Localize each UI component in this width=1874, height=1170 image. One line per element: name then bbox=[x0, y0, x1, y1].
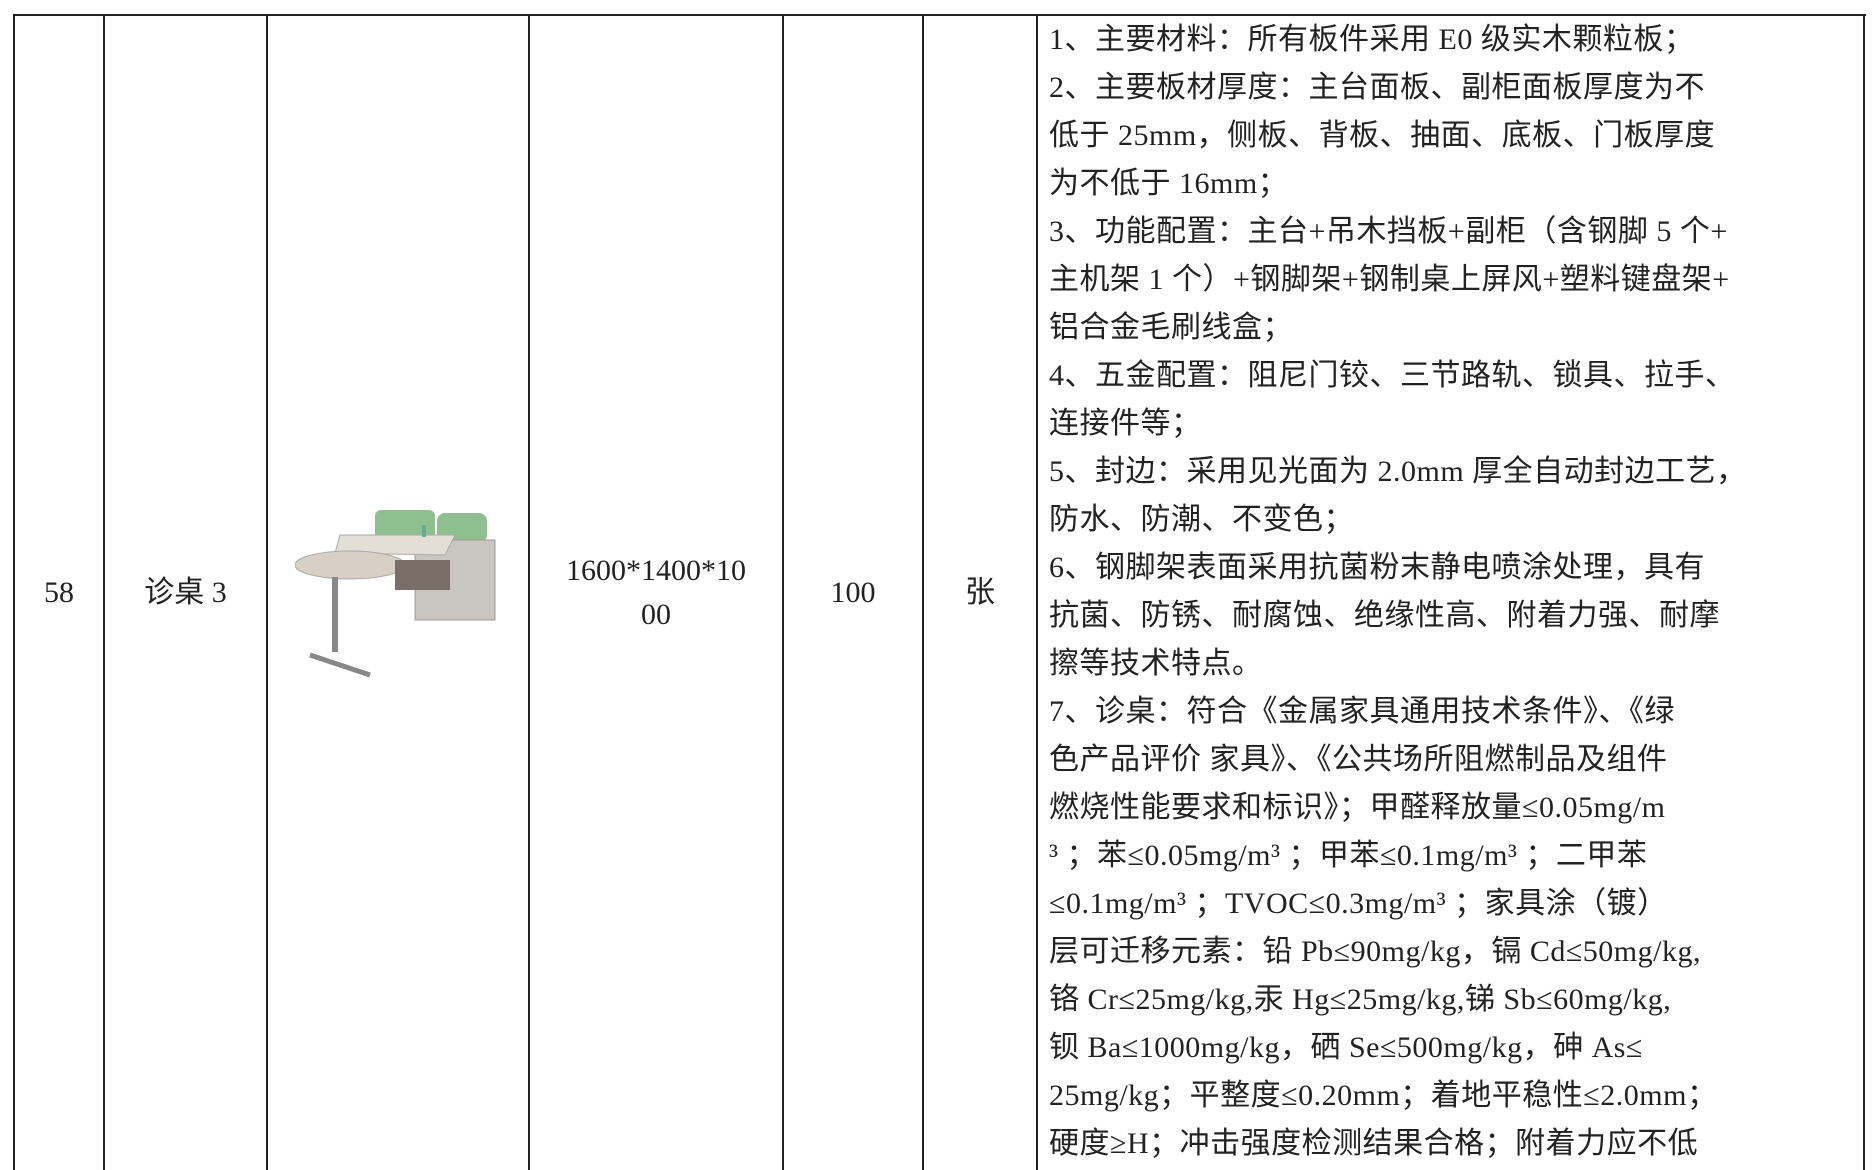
panel bbox=[395, 560, 450, 590]
description-line: 铬 Cr≤25mg/kg,汞 Hg≤25mg/kg,锑 Sb≤60mg/kg, bbox=[1049, 983, 1672, 1016]
description-line: 燃烧性能要求和标识》；甲醛释放量≤0.05mg/m bbox=[1049, 791, 1666, 824]
table-border bbox=[14, 14, 1866, 16]
description-line: 为不低于 16mm； bbox=[1049, 167, 1289, 200]
screen bbox=[375, 510, 435, 542]
description-line: 25mg/kg；平整度≤0.20mm；着地平稳性≤2.0mm； bbox=[1049, 1079, 1718, 1112]
product-image bbox=[295, 510, 496, 678]
table-border bbox=[266, 14, 268, 1170]
table-border bbox=[1036, 14, 1038, 1170]
description-line: 6、钢脚架表面采用抗菌粉末静电喷涂处理，具有 bbox=[1049, 551, 1705, 584]
desktop bbox=[295, 550, 406, 580]
description-line: 擦等技术特点。 bbox=[1049, 647, 1263, 680]
item-unit: 张 bbox=[965, 576, 995, 609]
description-line: 主机架 1 个）+钢脚架+钢制桌上屏风+塑料键盘架+ bbox=[1049, 263, 1730, 296]
table-border bbox=[782, 14, 784, 1170]
description-line: ³ ；苯≤0.05mg/m³ ；甲苯≤0.1mg/m³ ；二甲苯 bbox=[1049, 839, 1648, 872]
table-border bbox=[922, 14, 924, 1170]
size-line: 00 bbox=[641, 598, 671, 631]
description-line: 3、功能配置：主台+吊木挡板+副柜（含钢脚 5 个+ bbox=[1049, 215, 1728, 248]
description-line: 1、主要材料：所有板件采用 E0 级实木颗粒板； bbox=[1049, 23, 1695, 56]
table-border bbox=[528, 14, 530, 1170]
table-border bbox=[103, 14, 105, 1170]
description-line: 4、五金配置：阻尼门铰、三节路轨、锁具、拉手、 bbox=[1049, 359, 1736, 392]
desktop bbox=[334, 534, 456, 556]
size-line: 1600*1400*10 bbox=[566, 554, 746, 587]
description-line: 低于 25mm，侧板、背板、抽面、底板、门板厚度 bbox=[1049, 119, 1716, 152]
description-line: 抗菌、防锈、耐腐蚀、绝缘性高、附着力强、耐摩 bbox=[1049, 599, 1720, 632]
description-line: 钡 Ba≤1000mg/kg，硒 Se≤500mg/kg，砷 As≤ bbox=[1049, 1031, 1643, 1064]
description-line: 2、主要板材厚度：主台面板、副柜面板厚度为不 bbox=[1049, 71, 1705, 104]
description-line: 色产品评价 家具》、《公共场所阻燃制品及组件 bbox=[1049, 743, 1668, 776]
item-size: 1600*1400*10 00 bbox=[530, 549, 782, 637]
table-border bbox=[13, 14, 15, 1170]
description-line: 7、诊桌：符合《金属家具通用技术条件》、《绿 bbox=[1049, 695, 1675, 728]
item-number: 58 bbox=[44, 576, 74, 609]
description-line: ≤0.1mg/m³ ；TVOC≤0.3mg/m³ ；家具涂（镀） bbox=[1049, 887, 1668, 920]
item-quantity: 100 bbox=[830, 576, 876, 609]
item-name: 诊桌 3 bbox=[144, 576, 227, 609]
description-line: 硬度≥H；冲击强度检测结果合格；附着力应不低 bbox=[1049, 1127, 1699, 1160]
description-line: 连接件等； bbox=[1049, 407, 1202, 440]
table-border bbox=[1863, 14, 1865, 1170]
description-line: 铝合金毛刷线盒； bbox=[1049, 311, 1293, 344]
description: 1、主要材料：所有板件采用 E0 级实木颗粒板； 2、主要板材厚度：主台面板、副柜… bbox=[1049, 16, 1861, 1168]
description-line: 防水、防潮、不变色； bbox=[1049, 503, 1354, 536]
plant bbox=[422, 525, 426, 537]
description-line: 5、封边：采用见光面为 2.0mm 厚全自动封边工艺， bbox=[1049, 455, 1747, 488]
description-line: 层可迁移元素：铅 Pb≤90mg/kg，镉 Cd≤50mg/kg, bbox=[1049, 935, 1701, 968]
foot bbox=[309, 652, 371, 678]
leg bbox=[332, 577, 338, 652]
